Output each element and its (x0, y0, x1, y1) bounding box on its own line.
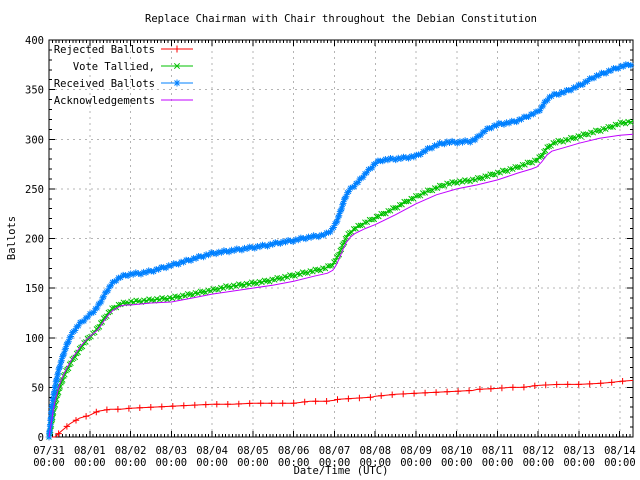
legend-sample-received-ballots (161, 79, 193, 87)
plot-area: 07/3100:0008/0100:0008/0200:0008/0300:00… (25, 35, 636, 469)
x-tick-label-date: 08/09 (400, 445, 432, 457)
legend-label-received-ballots: Received Ballots (54, 78, 155, 90)
y-tick-label: 400 (25, 35, 44, 47)
y-axis-title: Ballots (6, 216, 18, 260)
y-tick-label: 100 (25, 333, 44, 345)
x-tick-label-date: 08/07 (319, 445, 351, 457)
x-tick-label-date: 08/11 (482, 445, 514, 457)
x-tick-label-time: 00:00 (115, 457, 147, 469)
legend-label-rejected-ballots: Rejected Ballots (54, 44, 155, 56)
y-tick-label: 0 (38, 432, 44, 444)
y-tick-label: 200 (25, 234, 44, 246)
y-tick-label: 50 (31, 382, 44, 394)
x-tick-label-time: 00:00 (482, 457, 514, 469)
legend-sample-vote-tallied (161, 62, 193, 70)
x-tick-label-date: 08/10 (441, 445, 473, 457)
x-tick-label-time: 00:00 (400, 457, 432, 469)
y-tick-label: 250 (25, 184, 44, 196)
x-tick-label-date: 08/12 (523, 445, 555, 457)
series-line-acknowledgements (48, 133, 634, 438)
chart-title: Replace Chairman with Chair throughout t… (145, 13, 537, 25)
x-tick-label-date: 08/14 (604, 445, 636, 457)
x-tick-label-date: 08/08 (359, 445, 391, 457)
x-tick-label-date: 08/02 (115, 445, 147, 457)
gridlines (49, 40, 633, 437)
x-tick-label-time: 00:00 (359, 457, 391, 469)
x-tick-label-time: 00:00 (74, 457, 106, 469)
x-tick-label-date: 08/01 (74, 445, 106, 457)
y-tick-label: 150 (25, 283, 44, 295)
x-tick-label-date: 08/03 (155, 445, 187, 457)
legend-sample-rejected-ballots (161, 45, 193, 53)
x-tick-label-time: 00:00 (319, 457, 351, 469)
x-tick-label-date: 08/04 (196, 445, 228, 457)
x-tick-label-date: 08/13 (563, 445, 595, 457)
x-tick-label-time: 00:00 (155, 457, 187, 469)
x-tick-label-time: 00:00 (33, 457, 65, 469)
x-tick-label-date: 07/31 (33, 445, 65, 457)
x-tick-label-date: 08/06 (278, 445, 310, 457)
x-tick-label-time: 00:00 (563, 457, 595, 469)
x-tick-label-time: 00:00 (196, 457, 228, 469)
x-axis-title: Date/Time (UTC) (294, 465, 389, 477)
legend-label-acknowledgements: Acknowledgements (54, 95, 155, 107)
legend-label-vote-tallied: Vote Tallied, (73, 61, 155, 73)
x-tick-label-time: 00:00 (441, 457, 473, 469)
y-tick-label: 300 (25, 134, 44, 146)
x-tick-label-time: 00:00 (523, 457, 555, 469)
x-tick-label-time: 00:00 (237, 457, 269, 469)
x-tick-label-time: 00:00 (604, 457, 636, 469)
x-tick-label-time: 00:00 (278, 457, 310, 469)
y-tick-label: 350 (25, 85, 44, 97)
x-tick-label-date: 08/05 (237, 445, 269, 457)
